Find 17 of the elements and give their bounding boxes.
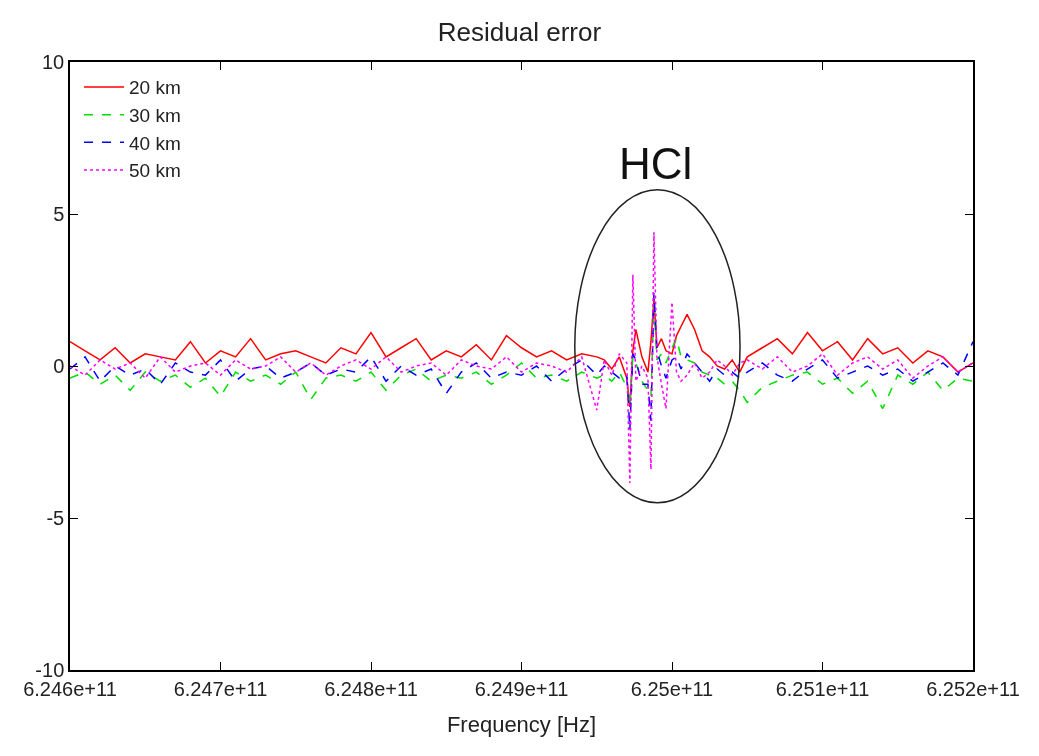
x-tick-label: 6.252e+11 bbox=[926, 677, 1020, 700]
chart-title: Residual error bbox=[437, 16, 602, 47]
y-tick-label: 0 bbox=[53, 355, 65, 377]
legend-label: 20 km bbox=[129, 77, 181, 99]
y-tick-label: 5 bbox=[53, 203, 65, 225]
y-tick-label: 10 bbox=[42, 51, 65, 73]
annotation: HCl bbox=[619, 139, 693, 188]
legend-label: 50 km bbox=[129, 160, 181, 182]
x-tick-label: 6.248e+11 bbox=[324, 677, 418, 700]
y-tick-label: -5 bbox=[46, 507, 65, 529]
legend-label: 40 km bbox=[129, 132, 181, 154]
x-axis-title: Frequency [Hz] bbox=[446, 712, 597, 738]
x-tick-label: 6.247e+11 bbox=[173, 677, 268, 700]
x-tick-label: 6.251e+11 bbox=[775, 677, 870, 700]
x-tick-label: 6.25e+11 bbox=[630, 677, 714, 700]
legend-label: 30 km bbox=[129, 105, 181, 127]
x-tick-label: 6.249e+11 bbox=[474, 677, 569, 700]
